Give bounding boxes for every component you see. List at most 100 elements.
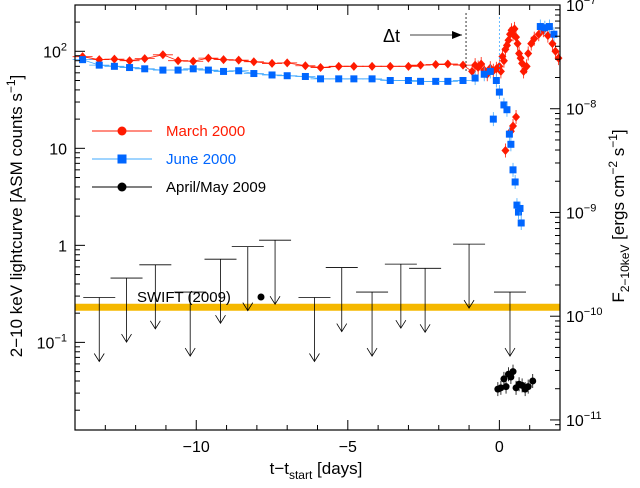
y-axis-left-label: 2−10 keV lightcurve [ASM counts s−1]	[4, 75, 26, 358]
march-point	[512, 112, 521, 122]
svg-text:June 2000: June 2000	[166, 151, 236, 168]
series-1	[72, 19, 558, 230]
march-point	[468, 66, 477, 76]
march-point	[158, 50, 167, 60]
x-tick-label: 0	[495, 439, 504, 456]
series-0	[72, 21, 563, 158]
legend: March 2000 June 2000 April/May 2009	[92, 123, 266, 196]
june-point	[514, 208, 522, 216]
march-point	[530, 34, 539, 44]
june-point	[95, 61, 103, 69]
june-point	[235, 67, 243, 75]
june-point	[417, 77, 425, 85]
june-point	[492, 77, 500, 85]
upper-limit-layer	[83, 239, 526, 363]
april-point	[509, 368, 517, 376]
y-right-tick-label: 10−9	[566, 202, 596, 222]
june-point	[545, 23, 553, 31]
june-point	[495, 88, 503, 96]
upper-limit-arrow	[184, 347, 196, 357]
june-point	[110, 62, 118, 70]
march-point	[334, 61, 343, 71]
swift-label-group: SWIFT (2009)	[137, 289, 265, 306]
june-point	[509, 166, 517, 174]
annotation-layer: Δt	[383, 13, 500, 73]
upper-limit	[356, 291, 389, 357]
june-point	[507, 140, 515, 148]
march-point	[416, 60, 425, 70]
march-point	[301, 61, 310, 71]
march-point	[368, 61, 377, 71]
march-point	[496, 66, 505, 76]
upper-limit	[493, 291, 526, 357]
june-point	[250, 70, 258, 78]
june-point	[505, 130, 513, 138]
legend-item-june: June 2000	[92, 151, 236, 168]
y-left-tick-label: 10−1	[37, 332, 67, 352]
upper-limit	[409, 267, 442, 334]
y-left-tick-label: 102	[43, 41, 67, 61]
june-point	[317, 75, 325, 83]
march-point	[125, 56, 134, 66]
june-point	[404, 77, 412, 85]
june-point	[489, 115, 497, 123]
june-point	[283, 72, 291, 80]
svg-text:April/May 2009: April/May 2009	[166, 179, 266, 196]
x-axis-label: t−tstart [days]	[270, 459, 363, 482]
series-2	[494, 364, 537, 397]
march-point	[534, 29, 543, 39]
upper-limit	[384, 263, 417, 329]
june-point	[159, 66, 167, 74]
upper-limit-arrow	[463, 299, 475, 309]
june-point	[471, 74, 479, 82]
june-point	[550, 30, 558, 38]
march-point	[443, 59, 452, 69]
upper-limit	[453, 243, 486, 309]
upper-limit	[83, 297, 116, 363]
april-point	[524, 383, 532, 391]
march-point	[513, 39, 522, 49]
march-point	[219, 55, 228, 65]
upper-limit	[325, 267, 358, 333]
june-point	[141, 65, 149, 73]
june-point	[368, 75, 376, 83]
legend-item-march: March 2000	[92, 123, 245, 140]
march-point	[404, 61, 413, 71]
march-point	[510, 24, 519, 34]
upper-limit	[139, 264, 172, 330]
june-point	[220, 67, 228, 75]
march-point	[349, 61, 358, 71]
upper-limit-arrow	[121, 333, 132, 343]
march-point	[174, 56, 183, 66]
june-point	[503, 106, 511, 114]
upper-limit	[110, 277, 143, 343]
upper-limit-arrow	[242, 302, 254, 312]
march-point	[140, 54, 149, 64]
y-axis-right-label: F2−10keV [ergs cm−2 s−1]	[606, 129, 632, 302]
axis-labels: t−tstart [days] 2−10 keV lightcurve [ASM…	[4, 75, 632, 482]
upper-limit	[204, 258, 237, 324]
upper-limit-arrow	[215, 314, 226, 324]
march-point	[501, 145, 510, 155]
march-point	[512, 32, 521, 42]
upper-limit	[174, 291, 207, 357]
march-point	[283, 58, 292, 68]
series-layer	[72, 19, 563, 397]
upper-limit	[298, 297, 331, 363]
march-point	[234, 55, 243, 65]
june-point	[189, 65, 197, 73]
june-point	[335, 75, 343, 83]
june-point	[516, 204, 524, 212]
march-point	[509, 121, 518, 131]
march-point	[431, 60, 440, 70]
y-right-tick-label: 10−7	[566, 0, 596, 15]
upper-limit-arrow	[366, 347, 378, 357]
june-point	[486, 67, 494, 75]
march-point	[548, 39, 557, 49]
march-point	[189, 56, 198, 66]
march-point	[477, 59, 486, 69]
upper-limit-arrow	[336, 323, 348, 333]
march-point	[499, 56, 508, 66]
